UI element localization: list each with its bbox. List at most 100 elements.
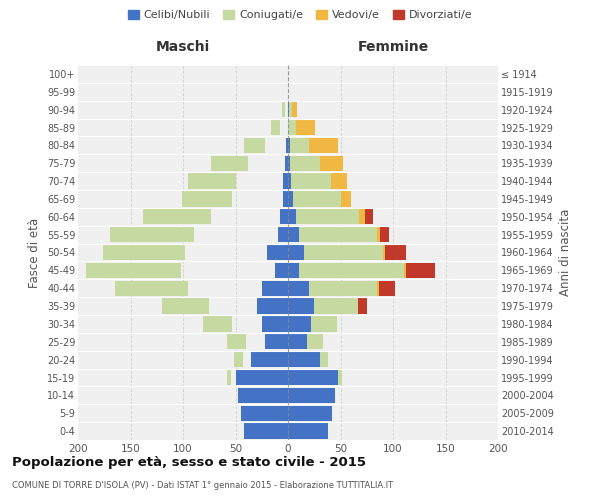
Bar	[299, 263, 404, 278]
Bar	[288, 280, 309, 296]
Y-axis label: Anni di nascita: Anni di nascita	[559, 209, 572, 296]
Bar	[288, 102, 289, 117]
Bar	[211, 156, 248, 171]
Y-axis label: Fasce di età: Fasce di età	[28, 218, 41, 288]
Bar	[299, 227, 377, 242]
Bar	[283, 174, 288, 188]
Bar	[184, 280, 186, 296]
Bar	[288, 263, 299, 278]
Bar	[385, 245, 406, 260]
Bar	[365, 209, 373, 224]
Bar	[379, 280, 395, 296]
Bar	[190, 227, 191, 242]
Bar	[296, 209, 359, 224]
Bar	[288, 174, 291, 188]
Bar	[267, 245, 288, 260]
Bar	[288, 245, 304, 260]
Bar	[248, 138, 257, 153]
Bar	[262, 280, 288, 296]
Bar	[141, 245, 162, 260]
Bar	[359, 209, 365, 224]
Bar	[288, 424, 328, 438]
Bar	[293, 192, 341, 206]
Bar	[220, 174, 225, 188]
Bar	[288, 388, 335, 403]
Bar	[238, 388, 288, 403]
Bar	[377, 227, 380, 242]
Bar	[304, 245, 383, 260]
Bar	[285, 156, 288, 171]
Bar	[341, 192, 351, 206]
Bar	[257, 298, 288, 314]
Bar	[291, 174, 331, 188]
Bar	[331, 174, 347, 188]
Text: COMUNE DI TORRE D'ISOLA (PV) - Dati ISTAT 1° gennaio 2015 - Elaborazione TUTTITA: COMUNE DI TORRE D'ISOLA (PV) - Dati ISTA…	[12, 480, 393, 490]
Bar	[280, 209, 288, 224]
Bar	[143, 209, 211, 224]
Bar	[288, 192, 293, 206]
Bar	[288, 316, 311, 332]
Bar	[251, 352, 288, 367]
Bar	[288, 227, 299, 242]
Bar	[289, 102, 292, 117]
Bar	[320, 156, 343, 171]
Bar	[244, 424, 288, 438]
Bar	[109, 227, 193, 242]
Bar	[274, 120, 277, 135]
Bar	[103, 245, 185, 260]
Text: Femmine: Femmine	[358, 40, 428, 54]
Legend: Celibi/Nubili, Coniugati/e, Vedovi/e, Divorziati/e: Celibi/Nubili, Coniugati/e, Vedovi/e, Di…	[124, 6, 476, 25]
Bar	[227, 334, 246, 349]
Bar	[406, 263, 435, 278]
Bar	[235, 370, 288, 385]
Bar	[311, 316, 337, 332]
Bar	[244, 138, 265, 153]
Bar	[203, 316, 232, 332]
Bar	[277, 227, 288, 242]
Bar	[115, 280, 188, 296]
Text: Maschi: Maschi	[156, 40, 210, 54]
Bar	[271, 120, 280, 135]
Bar	[86, 263, 181, 278]
Bar	[176, 263, 179, 278]
Bar	[226, 192, 229, 206]
Bar	[288, 138, 290, 153]
Bar	[288, 209, 296, 224]
Bar	[165, 280, 176, 296]
Bar	[288, 352, 320, 367]
Bar	[358, 298, 367, 314]
Bar	[275, 263, 288, 278]
Bar	[338, 370, 341, 385]
Bar	[225, 174, 230, 188]
Bar	[265, 334, 288, 349]
Bar	[227, 156, 238, 171]
Bar	[288, 370, 338, 385]
Bar	[199, 298, 204, 314]
Text: Popolazione per età, sesso e stato civile - 2015: Popolazione per età, sesso e stato civil…	[12, 456, 366, 469]
Bar	[288, 334, 307, 349]
Bar	[241, 406, 288, 421]
Bar	[227, 370, 232, 385]
Bar	[380, 227, 389, 242]
Bar	[309, 138, 338, 153]
Bar	[158, 263, 168, 278]
Bar	[320, 352, 328, 367]
Bar	[314, 298, 358, 314]
Bar	[309, 280, 377, 296]
Bar	[262, 316, 288, 332]
Bar	[290, 156, 320, 171]
Bar	[182, 192, 232, 206]
Bar	[288, 120, 296, 135]
Bar	[282, 102, 285, 117]
Bar	[377, 280, 379, 296]
Bar	[286, 138, 288, 153]
Bar	[181, 245, 183, 260]
Bar	[162, 298, 209, 314]
Bar	[292, 102, 298, 117]
Bar	[288, 298, 314, 314]
Bar	[288, 406, 332, 421]
Bar	[288, 156, 290, 171]
Bar	[283, 192, 288, 206]
Bar	[307, 334, 323, 349]
Bar	[290, 138, 309, 153]
